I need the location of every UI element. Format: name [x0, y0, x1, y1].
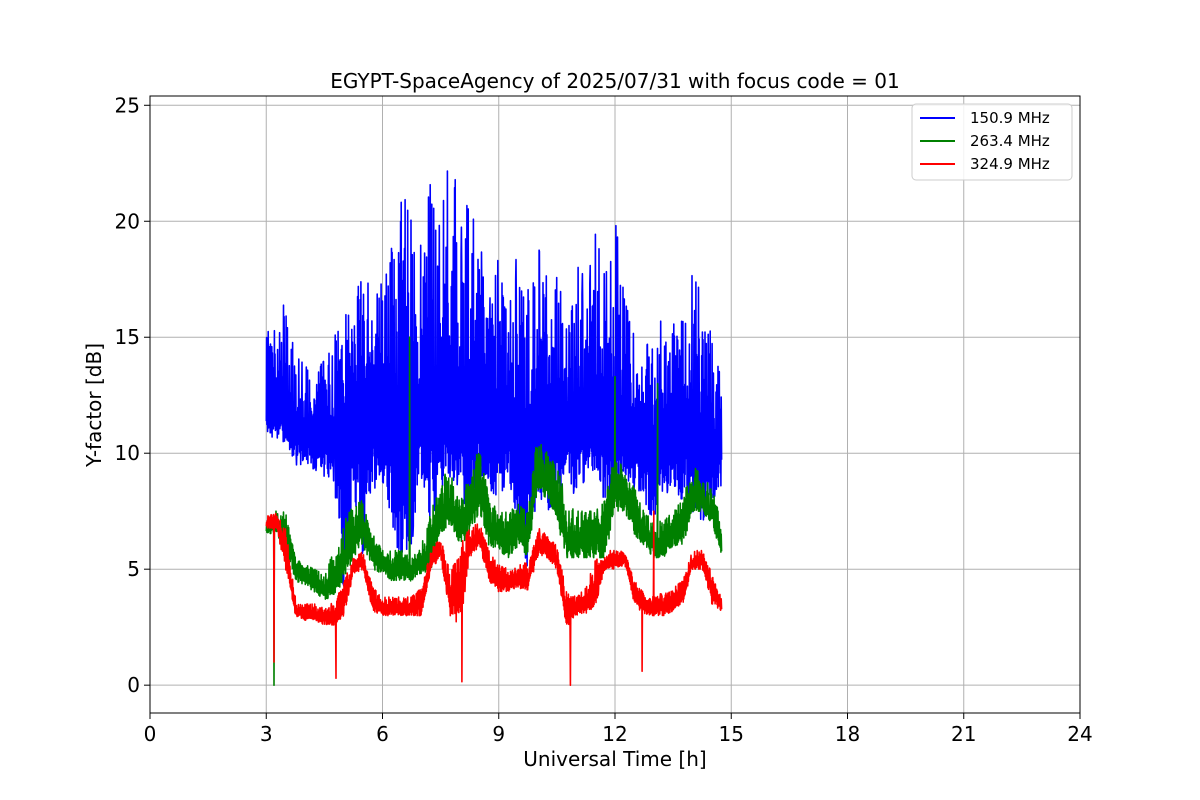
x-tick-label: 18	[835, 722, 860, 746]
y-tick-label: 25	[115, 93, 140, 117]
legend: 150.9 MHz 263.4 MHz 324.9 MHz	[911, 103, 1073, 181]
series-line	[265, 170, 723, 587]
y-tick-label: 0	[127, 673, 140, 697]
legend-label: 150.9 MHz	[970, 109, 1050, 127]
legend-item: 324.9 MHz	[920, 155, 1050, 173]
y-tick-label: 15	[115, 325, 140, 349]
series-1	[265, 336, 723, 686]
y-tick-label: 5	[127, 557, 140, 581]
legend-item: 150.9 MHz	[920, 109, 1050, 127]
x-tick-label: 0	[144, 722, 157, 746]
y-tick-label: 10	[115, 441, 140, 465]
axis-ticks: 0 3 6 9 12 15 18 21 24 0 5 10 15 20 25	[115, 93, 1093, 746]
legend-item: 263.4 MHz	[920, 132, 1050, 150]
series-line	[265, 336, 723, 686]
legend-label: 324.9 MHz	[970, 155, 1050, 173]
x-tick-label: 21	[951, 722, 976, 746]
series-2	[265, 510, 723, 686]
y-axis-label: Y-factor [dB]	[82, 343, 106, 468]
data-series-layer	[265, 170, 723, 686]
x-tick-label: 6	[376, 722, 389, 746]
x-tick-label: 24	[1067, 722, 1092, 746]
legend-box	[911, 103, 1073, 181]
x-axis-label: Universal Time [h]	[523, 747, 706, 771]
x-tick-label: 9	[492, 722, 505, 746]
series-line	[265, 510, 723, 686]
y-tick-label: 20	[115, 209, 140, 233]
x-tick-label: 15	[719, 722, 744, 746]
legend-label: 263.4 MHz	[970, 132, 1050, 150]
series-0	[265, 170, 723, 587]
chart-title: EGYPT-SpaceAgency of 2025/07/31 with foc…	[330, 69, 899, 93]
x-tick-label: 12	[602, 722, 627, 746]
x-tick-label: 3	[260, 722, 273, 746]
